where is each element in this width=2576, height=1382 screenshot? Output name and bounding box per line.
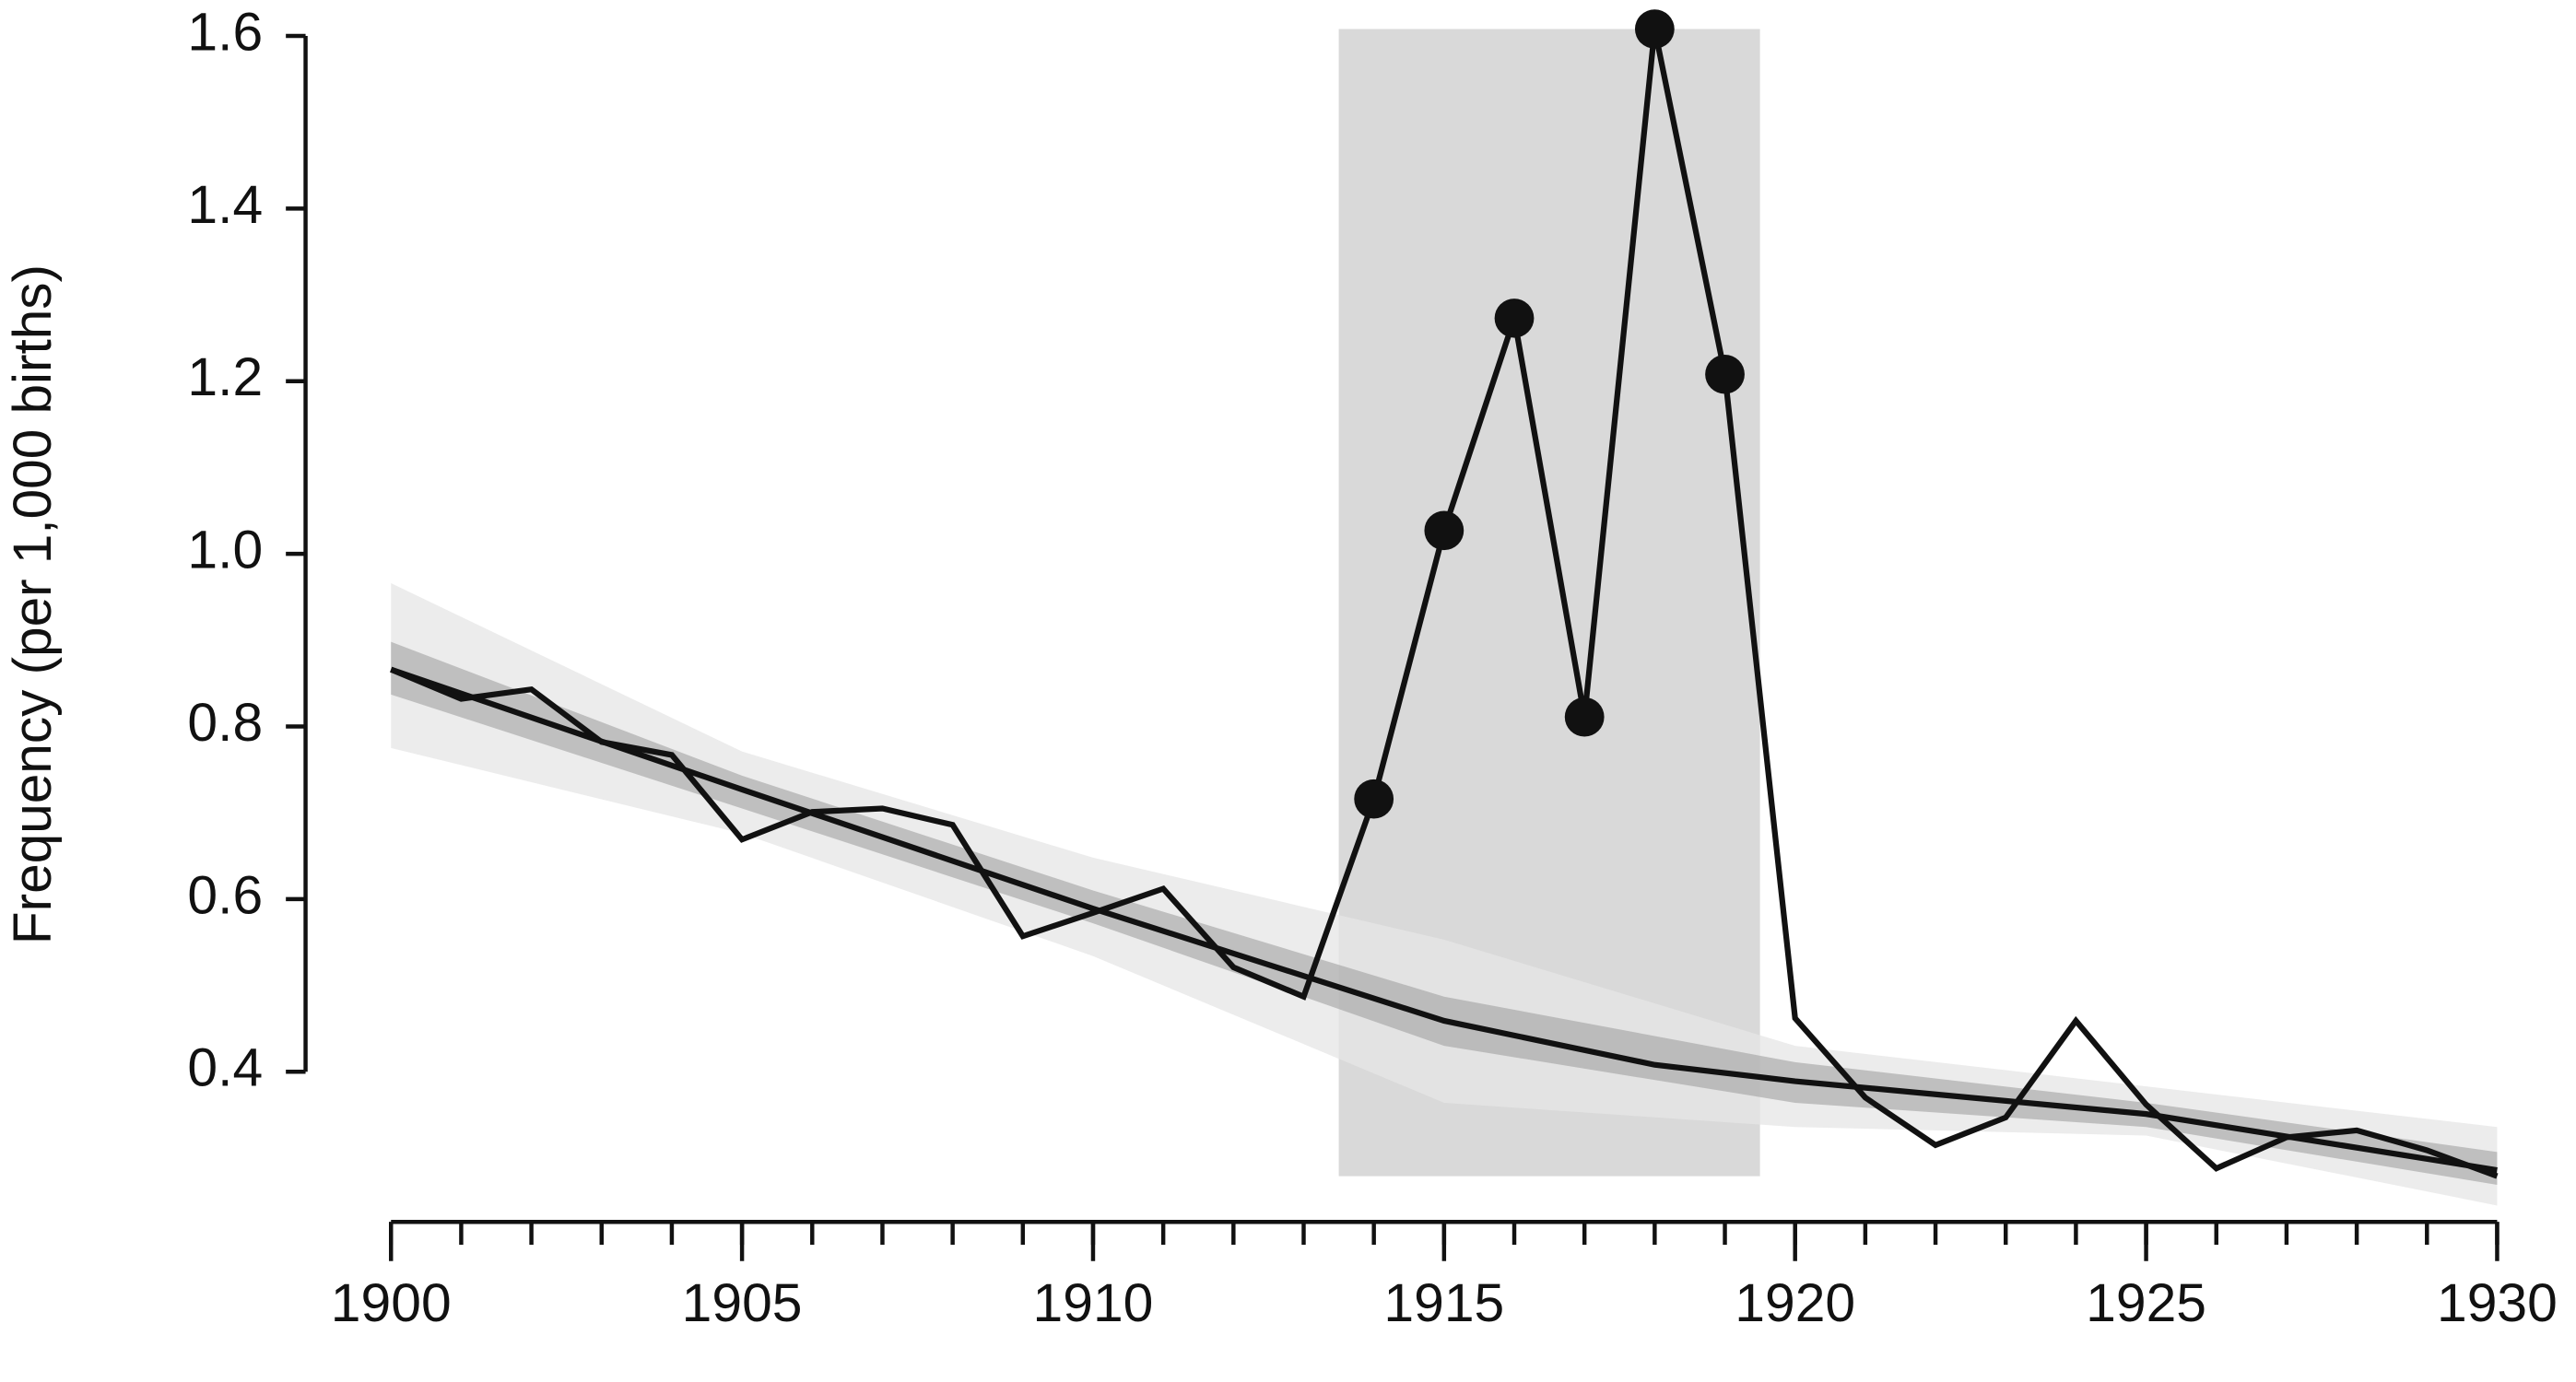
data-point — [1564, 697, 1605, 737]
x-tick-label: 1900 — [331, 1273, 452, 1333]
x-tick-label: 1910 — [1033, 1273, 1154, 1333]
data-point — [1424, 510, 1464, 551]
y-tick-label: 0.6 — [187, 865, 263, 925]
y-tick-label: 1.2 — [187, 347, 263, 407]
y-axis-label: Frequency (per 1,000 births) — [3, 264, 63, 944]
data-point — [1705, 354, 1745, 394]
data-point — [1634, 9, 1675, 49]
y-tick-label: 1.6 — [187, 3, 263, 63]
x-tick-label: 1930 — [2437, 1273, 2558, 1333]
y-tick-label: 0.8 — [187, 693, 263, 753]
x-tick-label: 1905 — [682, 1273, 803, 1333]
fit-line — [390, 666, 2498, 1174]
x-tick-label: 1920 — [1735, 1273, 1855, 1333]
data-point — [1354, 779, 1394, 819]
x-tick-label: 1925 — [2086, 1273, 2206, 1333]
data-point — [1494, 299, 1535, 338]
y-tick-label: 0.4 — [187, 1038, 263, 1098]
y-tick-label: 1.4 — [187, 175, 263, 235]
y-tick-label: 1.0 — [187, 521, 263, 580]
inner-band — [391, 641, 2498, 1185]
x-tick-label: 1915 — [1383, 1273, 1504, 1333]
